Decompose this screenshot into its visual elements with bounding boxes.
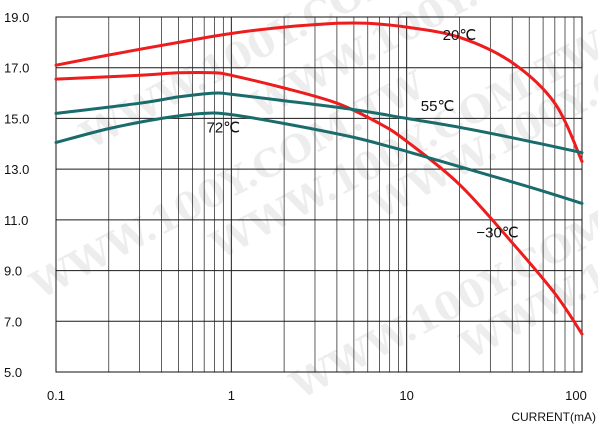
y-tick-label: 11.0 — [4, 213, 28, 228]
x-tick-label: 100 — [565, 388, 587, 403]
x-tick-label: 0.1 — [47, 388, 65, 403]
x-tick-label: 1 — [228, 388, 235, 403]
series-layer — [54, 21, 584, 336]
series-label: 55℃ — [421, 98, 455, 115]
y-tick-labels: 5.0 7.0 9.0 11.0 13.0 15.0 17.0 19.0 — [4, 10, 29, 380]
y-tick-label: 7.0 — [4, 314, 22, 329]
series-line — [54, 91, 584, 155]
x-tick-labels: 0.1 1 10 100 — [47, 388, 587, 403]
y-tick-label: 17.0 — [4, 61, 29, 76]
series-label: −30℃ — [476, 225, 518, 242]
series-line — [54, 21, 584, 163]
y-tick-label: 5.0 — [4, 365, 22, 380]
y-tick-label: 19.0 — [4, 10, 29, 25]
grid — [56, 16, 582, 373]
curve-labels: 20℃ −30℃ 55℃ 72℃ — [207, 27, 519, 242]
series-line — [54, 111, 584, 205]
series-line — [54, 71, 584, 336]
series-label: 20℃ — [443, 27, 477, 44]
y-tick-label: 9.0 — [4, 264, 22, 279]
y-tick-label: 15.0 — [4, 111, 29, 126]
x-axis-title: CURRENT(mA) — [511, 410, 596, 424]
x-tick-label: 10 — [399, 388, 413, 403]
plot-frame — [55, 16, 583, 373]
series-label: 72℃ — [207, 119, 241, 136]
y-tick-label: 13.0 — [4, 162, 29, 177]
